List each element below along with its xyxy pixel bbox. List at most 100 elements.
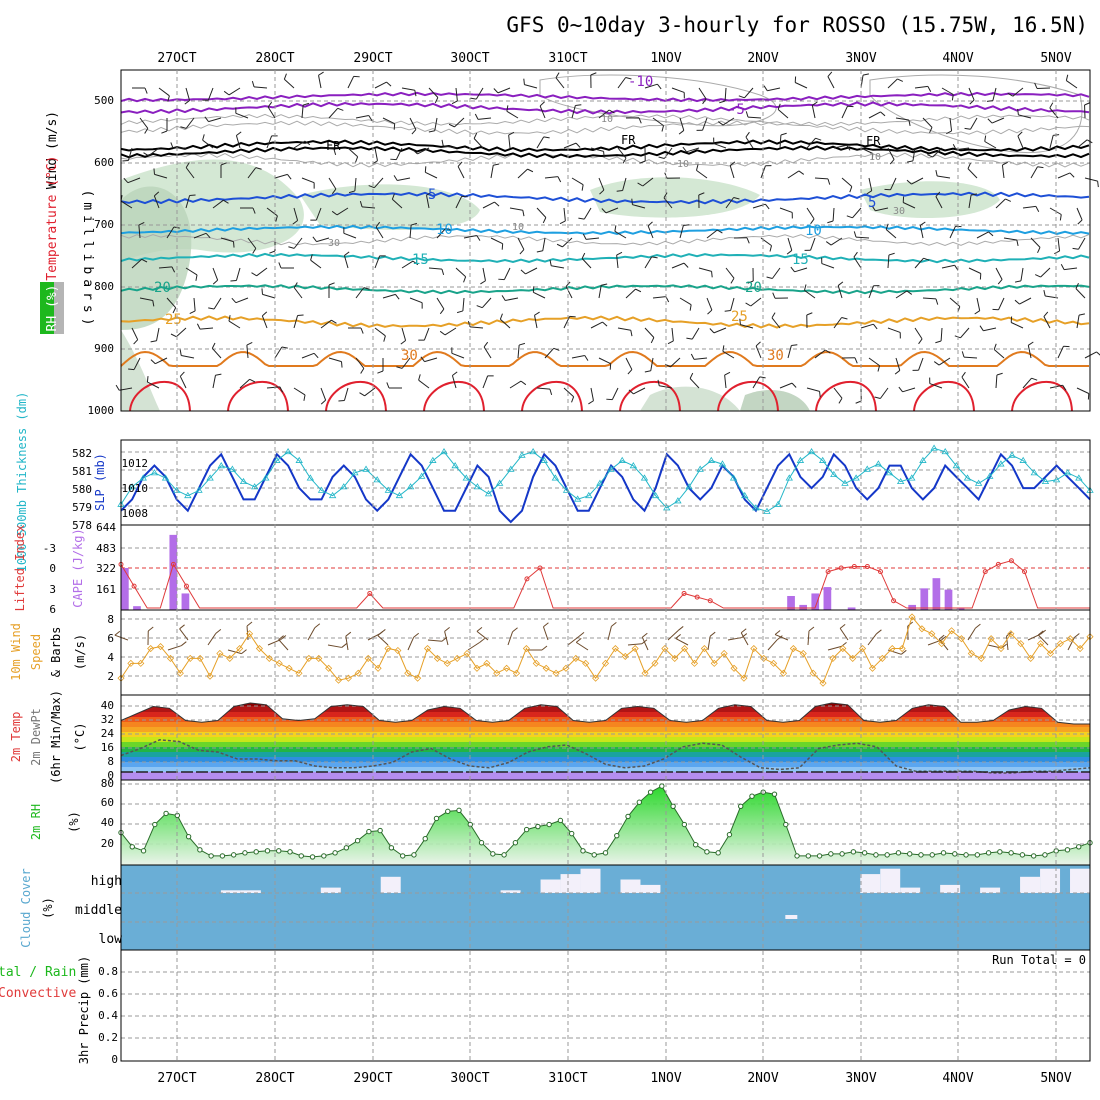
isotherm-arch xyxy=(521,381,583,412)
wind-barb xyxy=(949,226,956,239)
temp-band xyxy=(121,767,1090,772)
wind10m-series xyxy=(117,613,1094,687)
wind-barb xyxy=(625,357,633,370)
wind-barb-flag xyxy=(853,251,858,258)
wind-barb-flag xyxy=(144,128,149,134)
wind-barb-flag xyxy=(249,378,256,383)
rh2m-grid xyxy=(121,783,1090,845)
wind-marker xyxy=(1076,644,1084,653)
rh-marker xyxy=(366,828,372,835)
wind-marker xyxy=(1007,630,1015,638)
rh-marker xyxy=(208,853,214,859)
wind-barb xyxy=(1076,139,1088,149)
wind-barb xyxy=(821,263,835,269)
wind-barb xyxy=(771,317,781,329)
wind-barb-flag xyxy=(603,151,605,158)
wind-barb xyxy=(919,225,924,239)
wind-marker xyxy=(305,654,313,662)
wind-barb xyxy=(853,256,862,269)
wind-barb xyxy=(922,117,933,128)
wind-barb-flag xyxy=(275,215,278,222)
wind-marker xyxy=(344,674,352,682)
wind-barb-flag xyxy=(658,156,665,160)
temp-ylabel-a: 2m Temp xyxy=(9,712,23,763)
wind-barb xyxy=(127,147,133,161)
wind-marker xyxy=(661,644,669,653)
wind-barb-flag xyxy=(1072,247,1079,250)
wind-barb xyxy=(463,235,477,239)
wind-barb xyxy=(730,297,735,311)
wind-barb-flag xyxy=(383,335,386,342)
upper-grid xyxy=(121,100,1090,350)
wind-barb-flag xyxy=(719,100,726,104)
wind-barb-flag xyxy=(993,343,997,350)
wind-barb xyxy=(744,87,754,99)
wind10m-barb-flag xyxy=(476,626,483,632)
wind-barb xyxy=(868,177,873,191)
wind-barb xyxy=(454,117,465,128)
thickness-marker xyxy=(418,472,426,479)
wind-barb-flag xyxy=(506,105,509,112)
wind-barb-flag xyxy=(889,159,895,165)
wind-barb-flag xyxy=(153,168,156,175)
wind-barb xyxy=(455,87,458,101)
wind-marker xyxy=(226,654,234,662)
wind-barb xyxy=(779,382,793,389)
wind-marker xyxy=(928,630,936,638)
wind-ylabel-c: & Barbs xyxy=(49,627,63,678)
wind-barb xyxy=(647,225,654,239)
isotherm-lines xyxy=(120,91,1090,412)
wind10m-barb xyxy=(179,628,189,641)
wind10m-barb-flag xyxy=(611,622,617,627)
slp-tick: 1010 xyxy=(122,482,149,495)
rh-marker xyxy=(828,851,834,857)
wind-barb-flag xyxy=(969,99,975,105)
wind-barb-flag xyxy=(473,132,478,139)
wind-barb xyxy=(698,267,712,272)
wind-barb xyxy=(644,256,653,269)
wind-barb xyxy=(426,195,430,209)
wind-barb-flag xyxy=(1049,102,1054,109)
contour-label-20: 20 xyxy=(745,280,762,296)
wind-barb xyxy=(563,387,574,398)
wind-barb xyxy=(470,326,484,329)
top-date-label: 27OCT xyxy=(157,51,196,66)
wind-barb-flag xyxy=(340,361,343,368)
wind-barb xyxy=(375,226,384,239)
wind-barb xyxy=(689,378,700,389)
wind-barb-flag xyxy=(964,127,971,130)
wind-barb xyxy=(810,237,816,251)
contour-label-m10: -10 xyxy=(628,74,653,90)
wind-barb-flag xyxy=(1014,280,1022,283)
wind-barb-flag xyxy=(411,129,417,135)
isotherm-arch xyxy=(913,381,975,412)
wind-barb-flag xyxy=(885,223,889,230)
rh-marker xyxy=(997,849,1003,855)
wind-barb-flag xyxy=(702,98,707,105)
wind-barb xyxy=(696,169,708,179)
thickness-marker xyxy=(707,456,716,463)
rh-marker xyxy=(726,831,733,838)
wind-barb-flag xyxy=(647,221,653,227)
wind-barb xyxy=(138,225,141,239)
rh-marker xyxy=(343,845,350,851)
wind-barb-flag xyxy=(746,237,750,244)
wind-barb-flag xyxy=(202,134,205,141)
wind-barb-flag xyxy=(143,152,149,157)
wind-marker xyxy=(621,652,629,661)
precip-tick: 0 xyxy=(111,1053,118,1066)
wind-barb xyxy=(148,147,160,157)
contour-label-10: 10 xyxy=(436,222,453,238)
wind-barb xyxy=(938,357,951,366)
temp-mask-fill xyxy=(121,695,1090,724)
rh-marker xyxy=(309,854,316,860)
wind-barb xyxy=(868,111,881,119)
wind-barb-flag xyxy=(622,157,627,164)
wind-barb xyxy=(940,327,943,342)
cloud-gap xyxy=(380,876,401,893)
wind-barb xyxy=(239,378,250,389)
thickness-marker xyxy=(752,504,760,511)
wind-barb-flag xyxy=(824,349,831,354)
wind-barb xyxy=(1066,80,1078,89)
wind-barb xyxy=(941,264,955,269)
